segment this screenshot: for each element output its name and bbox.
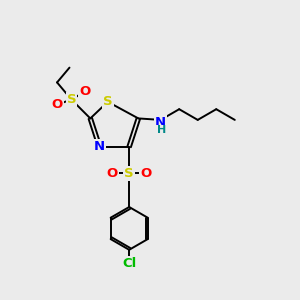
Text: N: N [155, 116, 166, 129]
Text: H: H [157, 125, 166, 135]
Text: S: S [124, 167, 134, 180]
Text: O: O [51, 98, 62, 111]
Text: N: N [94, 140, 105, 153]
Text: O: O [140, 167, 152, 180]
Text: S: S [103, 95, 112, 108]
Text: O: O [106, 167, 118, 180]
Text: Cl: Cl [122, 257, 136, 270]
Text: S: S [67, 93, 76, 106]
Text: O: O [79, 85, 90, 98]
